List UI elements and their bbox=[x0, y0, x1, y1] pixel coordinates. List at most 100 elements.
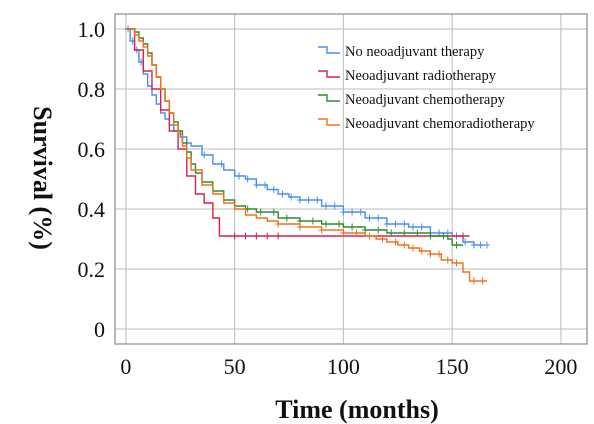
series-4 bbox=[125, 28, 487, 285]
censor-mark bbox=[453, 259, 460, 267]
censor-mark bbox=[270, 186, 277, 193]
censor-mark bbox=[366, 214, 373, 222]
censor-mark bbox=[264, 232, 271, 240]
y-tick-labels: 0 0.2 0.4 0.6 0.8 1.0 bbox=[78, 17, 106, 342]
series-2 bbox=[125, 28, 470, 240]
x-tick-labels: 0 50 100 150 200 bbox=[120, 354, 577, 379]
censor-mark bbox=[331, 202, 338, 210]
legend-item: Neoadjuvant radiotherapy bbox=[318, 68, 497, 84]
legend-swatch bbox=[318, 70, 340, 78]
series-line bbox=[125, 28, 487, 282]
censor-mark bbox=[383, 220, 390, 228]
censor-mark bbox=[375, 214, 382, 222]
censor-mark bbox=[462, 238, 469, 246]
series-line bbox=[125, 28, 485, 246]
censor-mark bbox=[479, 277, 486, 285]
censor-mark bbox=[379, 235, 386, 243]
legend-swatch bbox=[318, 118, 340, 126]
legend: No neoadjuvant therapy Neoadjuvant radiot… bbox=[318, 44, 535, 132]
censor-mark bbox=[275, 220, 282, 228]
censor-mark bbox=[401, 229, 408, 237]
censor-mark bbox=[235, 172, 242, 180]
x-tick-label: 100 bbox=[327, 354, 360, 379]
y-axis-title: Survival (%) bbox=[28, 106, 57, 250]
censor-mark bbox=[257, 208, 264, 216]
censor-mark bbox=[270, 208, 277, 216]
censor-mark bbox=[279, 190, 286, 198]
censor-mark bbox=[242, 232, 249, 240]
censor-mark bbox=[305, 196, 312, 204]
series-lines bbox=[125, 25, 490, 285]
legend-item: Neoadjuvant chemotherapy bbox=[318, 92, 506, 108]
x-tick-label: 0 bbox=[120, 354, 131, 379]
legend-item: No neoadjuvant therapy bbox=[318, 44, 485, 60]
censor-mark bbox=[375, 226, 382, 234]
censor-mark bbox=[470, 241, 477, 249]
y-tick-label: 1.0 bbox=[78, 17, 106, 42]
censor-mark bbox=[309, 217, 316, 225]
x-tick-label: 50 bbox=[224, 354, 246, 379]
censor-mark bbox=[283, 214, 290, 222]
censor-mark bbox=[340, 229, 347, 237]
censor-mark bbox=[418, 223, 425, 231]
censor-mark bbox=[296, 196, 303, 204]
censor-mark bbox=[483, 241, 490, 249]
series-3 bbox=[125, 28, 464, 249]
censor-mark bbox=[436, 250, 443, 258]
legend-item: Neoadjuvant chemoradiotherapy bbox=[318, 116, 535, 132]
y-tick-label: 0 bbox=[94, 317, 105, 342]
censor-mark bbox=[253, 181, 260, 189]
censor-mark bbox=[314, 196, 321, 204]
series-line bbox=[125, 28, 470, 237]
y-tick-label: 0.8 bbox=[78, 77, 106, 102]
censor-mark bbox=[392, 238, 399, 246]
censor-mark bbox=[453, 241, 460, 249]
censor-mark bbox=[296, 223, 303, 231]
censor-mark bbox=[418, 247, 425, 255]
y-tick-label: 0.2 bbox=[78, 257, 106, 282]
censor-mark bbox=[244, 175, 251, 183]
censor-mark bbox=[414, 229, 421, 237]
legend-label: Neoadjuvant radiotherapy bbox=[345, 68, 497, 84]
series-line bbox=[125, 28, 464, 246]
censor-mark bbox=[477, 241, 484, 249]
censor-mark bbox=[427, 250, 434, 258]
censor-mark bbox=[409, 223, 416, 231]
x-tick-label: 200 bbox=[544, 354, 577, 379]
censor-mark bbox=[357, 208, 364, 216]
censor-mark bbox=[349, 208, 356, 216]
censor-mark bbox=[322, 202, 329, 210]
censor-mark bbox=[218, 160, 225, 168]
censor-mark bbox=[401, 220, 408, 228]
censor-mark bbox=[336, 220, 343, 228]
censor-mark bbox=[470, 277, 477, 285]
censor-mark bbox=[349, 223, 356, 231]
censor-mark bbox=[409, 244, 416, 252]
plot-frame bbox=[114, 13, 588, 345]
legend-swatch bbox=[318, 46, 340, 54]
censor-mark bbox=[275, 232, 282, 240]
x-axis-title: Time (months) bbox=[275, 395, 438, 424]
censor-mark bbox=[440, 232, 447, 240]
x-tick-label: 150 bbox=[436, 354, 469, 379]
censor-mark bbox=[340, 208, 347, 216]
legend-label: No neoadjuvant therapy bbox=[345, 44, 485, 60]
censor-mark bbox=[322, 220, 329, 228]
censor-mark bbox=[366, 232, 373, 240]
censor-mark bbox=[401, 241, 408, 249]
legend-swatch bbox=[318, 94, 340, 102]
censor-mark bbox=[444, 256, 451, 264]
y-tick-label: 0.4 bbox=[78, 197, 106, 222]
censor-mark bbox=[262, 181, 269, 189]
y-tick-label: 0.6 bbox=[78, 137, 106, 162]
censor-mark bbox=[201, 151, 208, 159]
censor-mark bbox=[460, 232, 467, 240]
censor-mark bbox=[288, 193, 295, 201]
legend-label: Neoadjuvant chemotherapy bbox=[345, 92, 506, 108]
censor-mark bbox=[353, 229, 360, 237]
censor-mark bbox=[427, 232, 434, 240]
censor-mark bbox=[231, 232, 238, 240]
censor-mark bbox=[318, 226, 325, 234]
censor-mark bbox=[392, 220, 399, 228]
